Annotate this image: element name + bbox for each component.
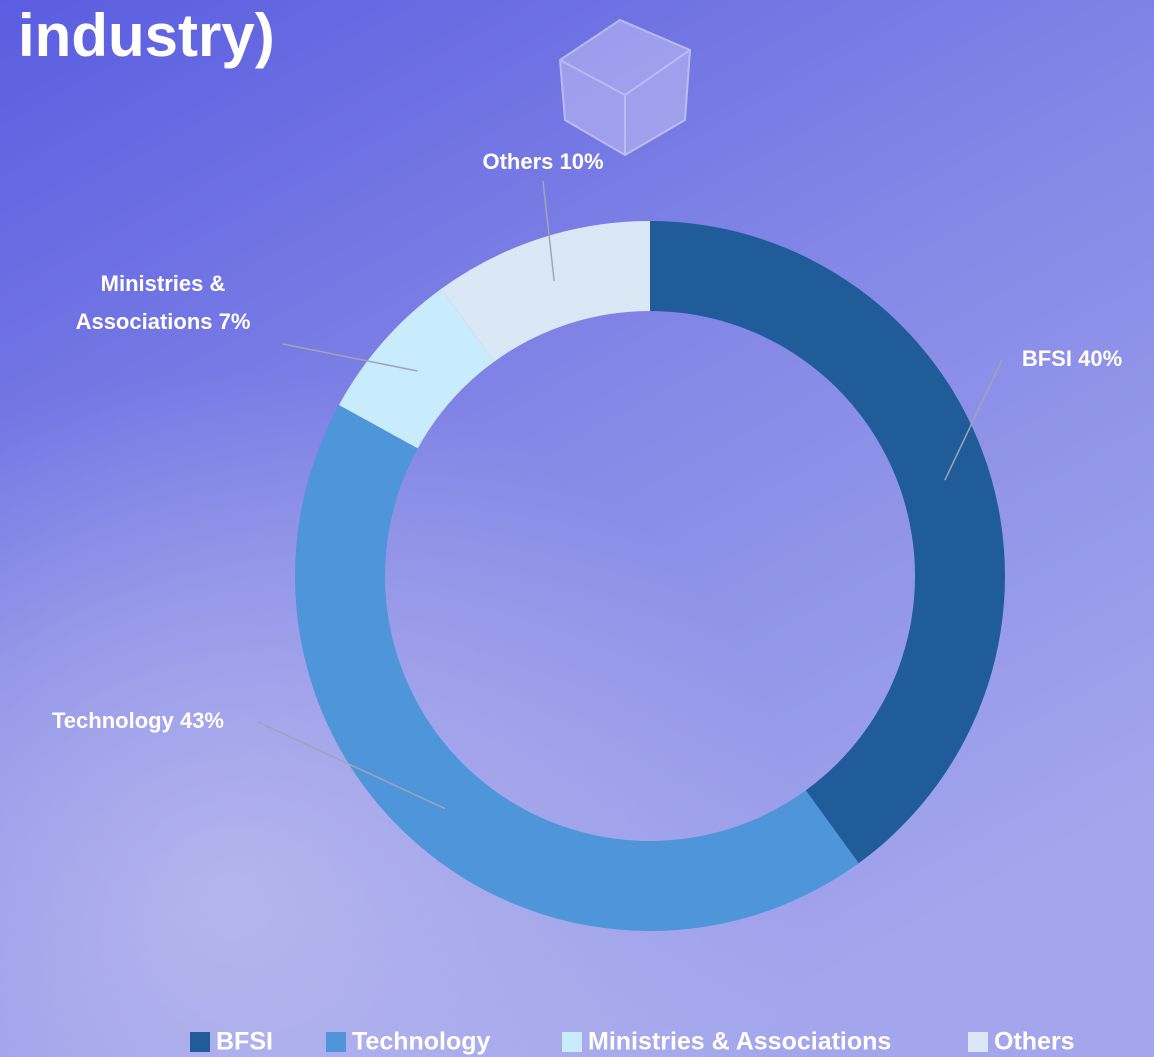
data-label: Ministries & Associations 7% [76,271,251,334]
data-label-value: 43% [180,708,224,733]
data-label-value: 40% [1078,346,1122,371]
legend-label: Technology [352,1028,491,1056]
data-label-name: Others [482,149,553,174]
data-label-value: 7% [219,309,251,334]
data-label-name: Associations [76,309,219,334]
legend-swatch [968,1032,988,1052]
data-label: Technology 43% [52,708,224,733]
chart-title: industry) [18,2,275,69]
leader-line [944,359,1003,481]
data-label-name: Ministries & [101,271,226,296]
leader-line [282,343,418,372]
data-label-name: BFSI [1022,346,1072,371]
legend-label: Others [994,1028,1075,1056]
decor-cube [558,18,692,157]
legend-swatch [562,1032,582,1052]
data-label-name: Technology [52,708,175,733]
legend-swatch [190,1032,210,1052]
leader-line [542,180,555,282]
donut-slice [650,221,1005,864]
donut-slice [295,404,859,931]
leader-line [257,721,446,810]
donut-slice [441,221,650,362]
legend-label: Ministries & Associations [588,1028,891,1056]
legend-swatch [326,1032,346,1052]
data-label-value: 10% [560,149,604,174]
legend-label: BFSI [216,1028,273,1056]
donut-slice [338,288,495,449]
data-label: BFSI 40% [1022,346,1122,371]
data-label: Others 10% [482,149,603,174]
